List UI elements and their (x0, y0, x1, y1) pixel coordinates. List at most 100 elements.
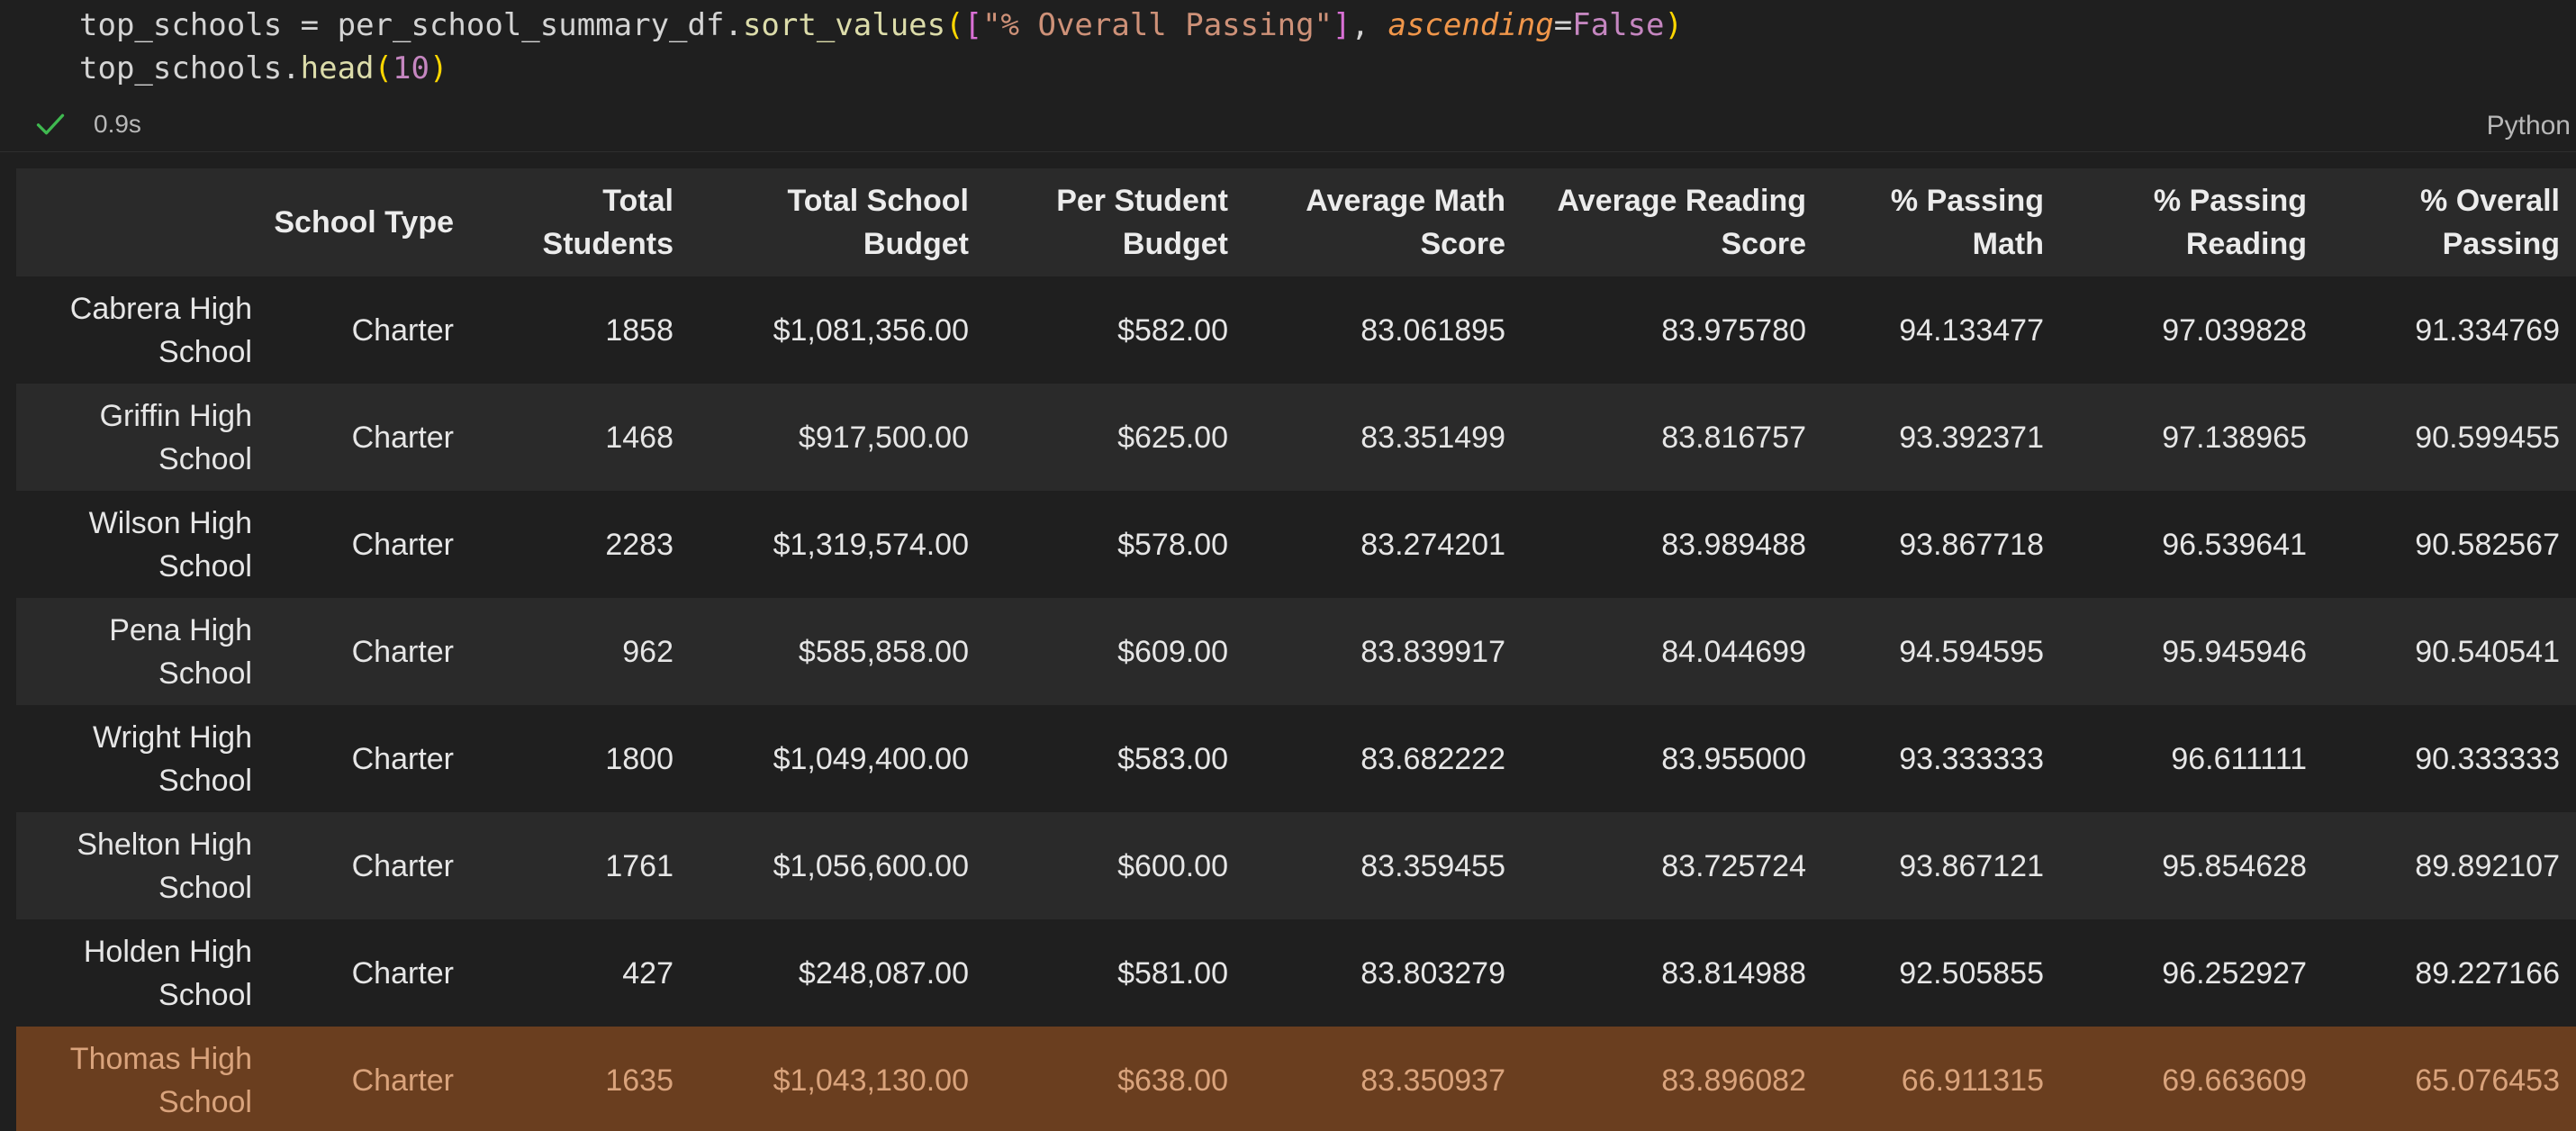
table-cell: 69.663609 (2162, 1063, 2307, 1098)
code-token: [ (963, 7, 983, 43)
table-cell: 95.854628 (2162, 848, 2307, 883)
table-cell: 96.252927 (2162, 955, 2307, 991)
table-cell: Charter (351, 1063, 454, 1098)
table-cell: $1,081,356.00 (773, 312, 969, 348)
table-cell: 94.594595 (1899, 634, 2044, 669)
row-index-label: Shelton High School (77, 827, 252, 905)
table-cell: 97.039828 (2162, 312, 2307, 348)
code-token: head (300, 50, 375, 86)
code-token: False (1572, 7, 1665, 43)
code-token: "% Overall Passing" (982, 7, 1333, 43)
table-cell: 1635 (605, 1063, 673, 1098)
code-token: ascending (1387, 7, 1554, 43)
table-header: School Type Total Students Total School … (16, 168, 2576, 276)
table-cell: 83.350937 (1360, 1063, 1505, 1098)
code-cell[interactable]: top_schools = per_school_summary_df.sort… (0, 0, 2576, 152)
table-cell: 90.540541 (2415, 634, 2560, 669)
table-cell: $625.00 (1117, 420, 1228, 455)
table-row: Griffin High School Charter 1468 $917,50… (16, 384, 2576, 491)
table-cell: $578.00 (1117, 527, 1228, 562)
cell-output: School Type Total Students Total School … (16, 168, 2576, 1131)
table-cell: $1,043,130.00 (773, 1063, 969, 1098)
row-index-label: Pena High School (109, 612, 252, 691)
table-body: Cabrera High School Charter 1858 $1,081,… (16, 276, 2576, 1131)
execution-time: 0.9s (94, 110, 141, 138)
code-token: ( (945, 7, 964, 43)
table-row: Holden High School Charter 427 $248,087.… (16, 919, 2576, 1027)
table-cell: 93.392371 (1899, 420, 2044, 455)
table-cell: 97.138965 (2162, 420, 2307, 455)
table-cell: Charter (351, 634, 454, 669)
row-index-label: Holden High School (83, 934, 252, 1012)
table-cell: $917,500.00 (798, 420, 969, 455)
table-cell: 962 (622, 634, 673, 669)
table-cell: 83.955000 (1661, 741, 1806, 776)
column-header: Total Students (542, 184, 673, 261)
table-cell: 83.839917 (1360, 634, 1505, 669)
table-cell: Charter (351, 741, 454, 776)
code-token: = (282, 7, 338, 43)
table-cell: 66.911315 (1901, 1063, 2044, 1098)
table-cell: 93.867718 (1899, 527, 2044, 562)
table-cell: $600.00 (1117, 848, 1228, 883)
table-cell: 83.351499 (1360, 420, 1505, 455)
table-cell: 83.803279 (1360, 955, 1505, 991)
table-cell: 96.539641 (2162, 527, 2307, 562)
table-cell: 96.611111 (2171, 741, 2307, 776)
kernel-language-label[interactable]: Python (2486, 111, 2571, 140)
table-row: Cabrera High School Charter 1858 $1,081,… (16, 276, 2576, 384)
table-cell: 83.975780 (1661, 312, 1806, 348)
table-cell: 91.334769 (2415, 312, 2560, 348)
code-token: top_schools (79, 7, 283, 43)
highlighted-table-row: Thomas High School Charter 1635 $1,043,1… (16, 1027, 2576, 1131)
table-cell: 83.061895 (1360, 312, 1505, 348)
table-cell: 1761 (605, 848, 673, 883)
table-cell: 1858 (605, 312, 673, 348)
index-header (16, 168, 268, 276)
row-index-label: Thomas High School (69, 1041, 252, 1119)
table-cell: $582.00 (1117, 312, 1228, 348)
dataframe-table: School Type Total Students Total School … (16, 168, 2576, 1131)
table-row: Shelton High School Charter 1761 $1,056,… (16, 812, 2576, 919)
code-token: = (1553, 7, 1573, 43)
table-row: Wright High School Charter 1800 $1,049,4… (16, 705, 2576, 812)
table-cell: 95.945946 (2162, 634, 2307, 669)
row-index-label: Wilson High School (88, 505, 252, 584)
table-cell: 83.682222 (1360, 741, 1505, 776)
row-index-label: Wright High School (93, 719, 252, 798)
code-token: , (1351, 7, 1388, 43)
column-header: % Passing Reading (2153, 184, 2307, 261)
row-index-label: Griffin High School (99, 398, 252, 476)
table-cell: 93.333333 (1899, 741, 2044, 776)
column-header: Average Math Score (1306, 184, 1505, 261)
table-cell: 93.867121 (1899, 848, 2044, 883)
code-line-2[interactable]: top_schools.head(10) (79, 47, 447, 90)
table-cell: 83.816757 (1661, 420, 1806, 455)
table-cell: Charter (351, 527, 454, 562)
column-header: % Passing Math (1890, 184, 2044, 261)
table-cell: 83.896082 (1661, 1063, 1806, 1098)
table-cell: 1800 (605, 741, 673, 776)
column-header: Per Student Budget (1056, 184, 1228, 261)
code-line-1[interactable]: top_schools = per_school_summary_df.sort… (79, 4, 1683, 47)
table-cell: 83.814988 (1661, 955, 1806, 991)
table-cell: $1,049,400.00 (773, 741, 969, 776)
table-cell: 427 (622, 955, 673, 991)
table-cell: Charter (351, 312, 454, 348)
table-cell: 94.133477 (1899, 312, 2044, 348)
table-cell: Charter (351, 955, 454, 991)
table-cell: Charter (351, 848, 454, 883)
table-cell: $1,056,600.00 (773, 848, 969, 883)
table-cell: Charter (351, 420, 454, 455)
table-cell: $585,858.00 (798, 634, 969, 669)
table-cell: $1,319,574.00 (773, 527, 969, 562)
column-header: % Overall Passing (2420, 184, 2560, 261)
cell-status-bar: 0.9s Python (0, 99, 2576, 149)
column-header: Total School Budget (787, 184, 969, 261)
code-token: ) (1664, 7, 1684, 43)
table-cell: 89.227166 (2415, 955, 2560, 991)
check-icon (36, 113, 65, 135)
table-cell: $609.00 (1117, 634, 1228, 669)
table-cell: $581.00 (1117, 955, 1228, 991)
code-token: per_school_summary_df. (337, 7, 743, 43)
